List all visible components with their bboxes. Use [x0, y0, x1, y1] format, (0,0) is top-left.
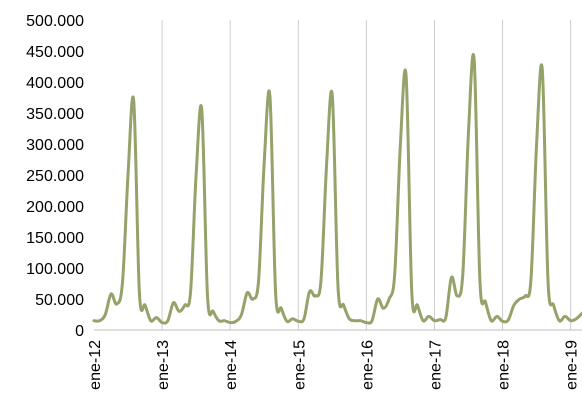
x-tick-label: ene-17	[427, 340, 444, 390]
x-tick-label: ene-14	[223, 340, 240, 390]
x-tick-label: ene-16	[359, 340, 376, 390]
y-tick-label: 50.000	[35, 292, 84, 309]
x-axis-tick-labels: ene-12 ene-13 ene-14 ene-15 ene-16 ene-17 ene-…	[87, 340, 581, 390]
x-tick-label: ene-12	[87, 340, 104, 390]
series-line	[92, 52, 582, 325]
y-tick-label: 500.000	[26, 13, 84, 30]
y-tick-label: 150.000	[26, 230, 84, 247]
y-axis-tick-labels: 0 50.000 100.000 150.000 200.000 250.000 300.0…	[26, 13, 84, 340]
x-tick-label: ene-19	[564, 340, 581, 390]
y-tick-label: 200.000	[26, 199, 84, 216]
y-tick-label: 0	[75, 323, 84, 340]
y-tick-label: 300.000	[26, 137, 84, 154]
x-tick-label: ene-18	[496, 340, 513, 390]
y-tick-label: 100.000	[26, 261, 84, 278]
x-tick-label: ene-15	[291, 340, 308, 390]
y-tick-label: 250.000	[26, 168, 84, 185]
x-tick-label: ene-13	[155, 340, 172, 390]
y-tick-label: 450.000	[26, 44, 84, 61]
y-tick-label: 400.000	[26, 75, 84, 92]
vertical-gridlines	[161, 20, 572, 330]
y-tick-label: 350.000	[26, 106, 84, 123]
